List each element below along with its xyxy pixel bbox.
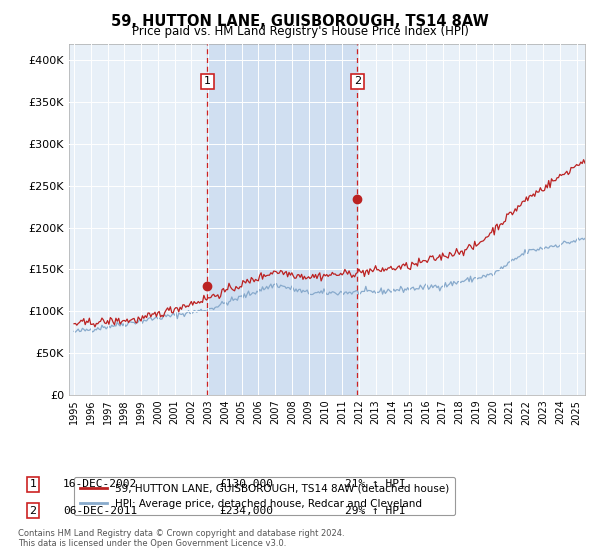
Text: Price paid vs. HM Land Registry's House Price Index (HPI): Price paid vs. HM Land Registry's House … <box>131 25 469 38</box>
Text: 59, HUTTON LANE, GUISBOROUGH, TS14 8AW: 59, HUTTON LANE, GUISBOROUGH, TS14 8AW <box>111 14 489 29</box>
Text: 16-DEC-2002: 16-DEC-2002 <box>63 479 137 489</box>
Text: 1: 1 <box>29 479 37 489</box>
Text: £130,000: £130,000 <box>219 479 273 489</box>
Text: 21% ↑ HPI: 21% ↑ HPI <box>345 479 406 489</box>
Text: Contains HM Land Registry data © Crown copyright and database right 2024.: Contains HM Land Registry data © Crown c… <box>18 530 344 539</box>
Text: £234,000: £234,000 <box>219 506 273 516</box>
Text: This data is licensed under the Open Government Licence v3.0.: This data is licensed under the Open Gov… <box>18 539 286 548</box>
Text: 2: 2 <box>354 76 361 86</box>
Legend: 59, HUTTON LANE, GUISBOROUGH, TS14 8AW (detached house), HPI: Average price, det: 59, HUTTON LANE, GUISBOROUGH, TS14 8AW (… <box>74 477 455 515</box>
Text: 06-DEC-2011: 06-DEC-2011 <box>63 506 137 516</box>
Text: 1: 1 <box>204 76 211 86</box>
Text: 2: 2 <box>29 506 37 516</box>
Bar <box>208 44 358 395</box>
Text: 29% ↑ HPI: 29% ↑ HPI <box>345 506 406 516</box>
